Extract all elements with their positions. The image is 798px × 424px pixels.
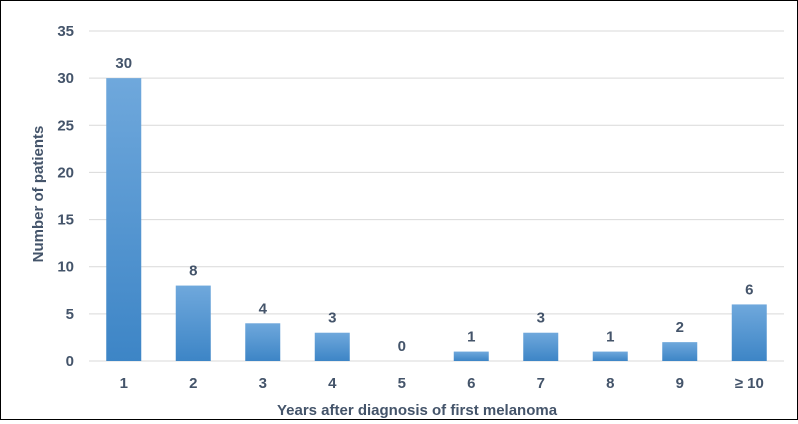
bar-4 <box>314 332 350 361</box>
data-label: 2 <box>676 319 684 336</box>
data-label: 1 <box>467 329 475 346</box>
y-tick-label: 5 <box>66 306 74 323</box>
data-label: 30 <box>115 55 132 72</box>
bar-2 <box>175 285 211 361</box>
data-label: 8 <box>189 263 197 280</box>
data-label: 0 <box>398 338 406 355</box>
data-label: 3 <box>328 310 336 327</box>
data-label: 4 <box>259 300 268 317</box>
x-tick-label: 7 <box>537 375 545 392</box>
data-label: 3 <box>537 310 545 327</box>
bar-7 <box>523 332 559 361</box>
y-tick-label: 25 <box>57 117 74 134</box>
y-tick-label: 35 <box>57 23 74 40</box>
x-tick-label: 4 <box>328 375 337 392</box>
data-label: 1 <box>606 329 614 346</box>
x-tick-label: 2 <box>189 375 197 392</box>
bar-9 <box>662 342 698 361</box>
x-tick-label: 6 <box>467 375 475 392</box>
x-axis-title: Years after diagnosis of first melanoma <box>277 402 558 419</box>
x-tick-label: 5 <box>398 375 406 392</box>
y-tick-label: 10 <box>57 259 74 276</box>
bar-1 <box>106 78 142 362</box>
bars <box>106 78 767 362</box>
x-tick-label: 8 <box>606 375 614 392</box>
y-tick-label: 20 <box>57 164 74 181</box>
bar-10 <box>731 304 767 361</box>
x-tick-label: 1 <box>120 375 128 392</box>
y-axis-title: Number of patients <box>30 126 47 263</box>
bar-8 <box>592 351 628 361</box>
x-tick-label: 3 <box>259 375 267 392</box>
x-tick-label: 9 <box>676 375 684 392</box>
y-tick-label: 15 <box>57 212 74 229</box>
bar-3 <box>245 323 281 361</box>
y-tick-labels: 0 5 10 15 20 25 30 35 <box>57 23 74 370</box>
bar-6 <box>453 351 489 361</box>
data-label: 6 <box>745 281 753 298</box>
y-tick-label: 0 <box>66 353 74 370</box>
x-tick-labels: 1 2 3 4 5 6 7 8 9 ≥ 10 <box>120 375 764 392</box>
x-tick-label: ≥ 10 <box>735 375 764 392</box>
y-tick-label: 30 <box>57 70 74 87</box>
